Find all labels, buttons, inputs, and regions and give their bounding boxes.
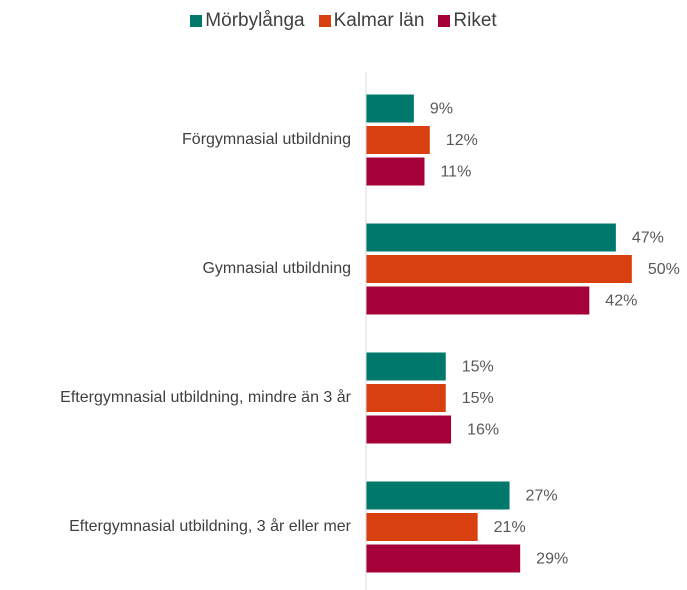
legend-item: Mörbylånga	[190, 10, 305, 32]
bar	[366, 223, 616, 252]
legend-swatch	[318, 15, 331, 27]
bar	[366, 126, 430, 154]
data-label: 9%	[430, 101, 453, 118]
bar	[366, 544, 521, 573]
bar	[366, 94, 414, 123]
category-label: Gymnasial utbildning	[1, 259, 351, 279]
data-label: 27%	[526, 488, 558, 505]
legend-swatch	[190, 15, 203, 27]
legend-label: Kalmar län	[333, 10, 425, 31]
category-label: Eftergymnasial utbildning, 3 år eller me…	[1, 517, 351, 537]
bar	[366, 415, 452, 444]
bar	[366, 255, 632, 283]
category-label: Eftergymnasial utbildning, mindre än 3 å…	[1, 388, 351, 408]
data-label: 29%	[536, 551, 568, 568]
bar	[366, 481, 510, 510]
data-label: 15%	[462, 390, 494, 407]
legend-label: Mörbylånga	[205, 10, 305, 31]
data-label: 12%	[446, 132, 478, 149]
data-label: 50%	[648, 261, 680, 278]
data-label: 21%	[494, 519, 526, 536]
data-label: 16%	[467, 422, 499, 439]
bar	[366, 513, 478, 541]
legend-item: Riket	[438, 10, 497, 32]
bar	[366, 157, 425, 186]
category-text: Eftergymnasial utbildning, mindre än 3 å…	[60, 389, 351, 406]
bar	[366, 286, 590, 315]
data-label: 15%	[462, 359, 494, 376]
legend-item: Kalmar län	[318, 10, 425, 32]
legend-swatch	[438, 15, 451, 27]
category-text: Förgymnasial utbildning	[182, 131, 351, 148]
bar	[366, 384, 446, 412]
data-label: 47%	[632, 230, 664, 247]
legend-label: Riket	[453, 10, 497, 31]
category-label: Förgymnasial utbildning	[1, 130, 351, 150]
data-label: 11%	[440, 164, 471, 181]
category-text: Eftergymnasial utbildning, 3 år eller me…	[69, 518, 351, 535]
bar	[366, 352, 446, 381]
category-text: Gymnasial utbildning	[202, 260, 351, 277]
data-label: 42%	[605, 293, 637, 310]
legend: Mörbylånga Kalmar län Riket	[0, 10, 687, 32]
